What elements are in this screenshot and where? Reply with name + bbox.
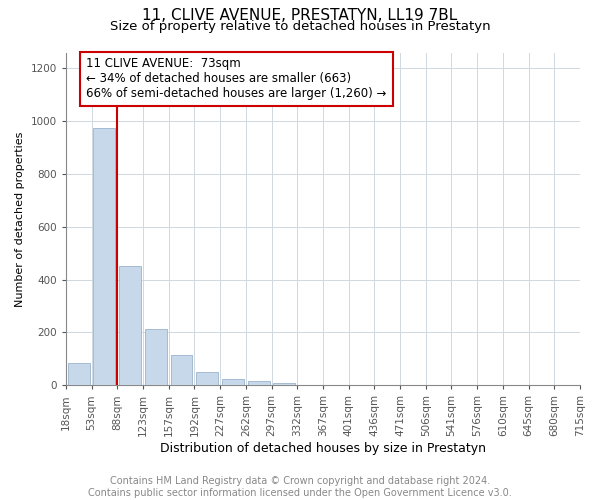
- Bar: [274, 382, 295, 386]
- Bar: [94, 128, 115, 386]
- X-axis label: Distribution of detached houses by size in Prestatyn: Distribution of detached houses by size …: [160, 442, 486, 455]
- Text: 11 CLIVE AVENUE:  73sqm
← 34% of detached houses are smaller (663)
66% of semi-d: 11 CLIVE AVENUE: 73sqm ← 34% of detached…: [86, 58, 387, 100]
- Y-axis label: Number of detached properties: Number of detached properties: [15, 131, 25, 306]
- Bar: [196, 372, 218, 386]
- Bar: [119, 266, 141, 386]
- Bar: [145, 328, 167, 386]
- Bar: [248, 382, 269, 386]
- Bar: [222, 378, 244, 386]
- Bar: [68, 363, 89, 386]
- Text: 11, CLIVE AVENUE, PRESTATYN, LL19 7BL: 11, CLIVE AVENUE, PRESTATYN, LL19 7BL: [142, 8, 458, 22]
- Text: Size of property relative to detached houses in Prestatyn: Size of property relative to detached ho…: [110, 20, 490, 33]
- Bar: [170, 355, 193, 386]
- Text: Contains HM Land Registry data © Crown copyright and database right 2024.
Contai: Contains HM Land Registry data © Crown c…: [88, 476, 512, 498]
